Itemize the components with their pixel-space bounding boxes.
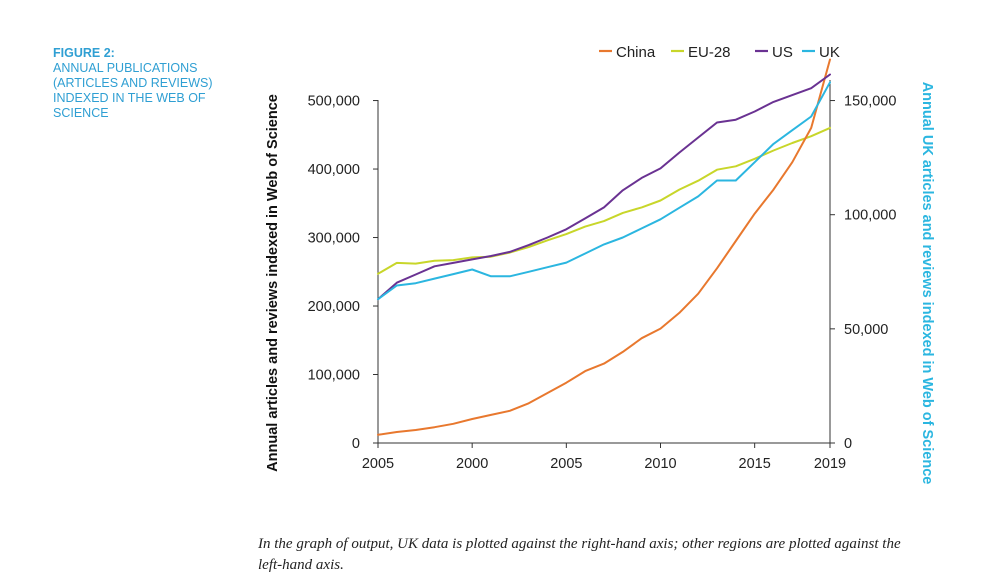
right-y-tick-label: 150,000 [844,94,896,110]
figure-number: FIGURE 2: [53,46,115,60]
legend-label-us: US [772,44,793,61]
series-line-eu-28 [377,126,831,275]
left-y-tick-label: 200,000 [308,299,360,315]
right-y-axis-title: Annual UK articles and reviews indexed i… [919,82,935,485]
x-tick-label: 2005 [362,456,394,472]
series-line-china [377,58,831,436]
left-y-axis-title: Annual articles and reviews indexed in W… [265,94,281,472]
left-y-tick-label: 300,000 [308,231,360,247]
legend-label-china: China [616,44,656,61]
figure-title-line: ANNUAL PUBLICATIONS [53,61,198,75]
left-y-tick-label: 400,000 [308,162,360,178]
x-tick-label: 2015 [739,456,771,472]
left-y-tick-label: 100,000 [308,368,360,384]
series-line-uk [377,81,831,301]
right-y-tick-label: 0 [844,436,852,452]
x-tick-label: 2010 [644,456,676,472]
left-y-tick-label: 0 [352,436,360,452]
line-chart: 0 100,000 200,000 300,000 400,000 500,000 0 50,… [265,44,935,485]
legend-label-eu-28: EU-28 [688,44,731,61]
figure-title-line: SCIENCE [53,106,109,120]
series-line-us [377,73,831,301]
x-tick-label: 2000 [456,456,488,472]
figure-label: FIGURE 2: ANNUAL PUBLICATIONS (ARTICLES … [53,46,253,121]
x-tick-label: 2019 [814,456,846,472]
x-tick-label: 2005 [550,456,582,472]
right-y-tick-label: 50,000 [844,322,888,338]
left-y-tick-label: 500,000 [308,94,360,110]
figure-caption: In the graph of output, UK data is plott… [258,536,901,573]
figure-title-line: (ARTICLES AND REVIEWS) [53,76,213,90]
right-y-tick-label: 100,000 [844,208,896,224]
legend-label-uk: UK [819,44,840,61]
figure-title-line: INDEXED IN THE WEB OF [53,91,206,105]
